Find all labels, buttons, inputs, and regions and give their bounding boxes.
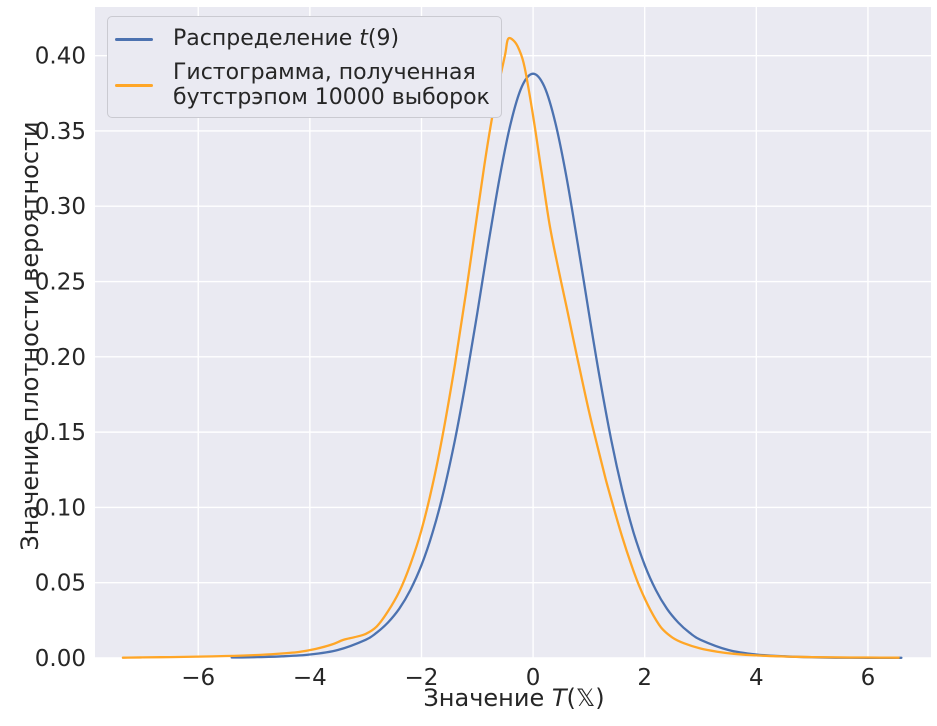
- legend-item-bootstrap-histogram: Гистограмма, полученная бутстрэпом 10000 …: [115, 59, 491, 111]
- legend-label-bootstrap-histogram: Гистограмма, полученная бутстрэпом 10000 …: [173, 59, 490, 110]
- legend-label-t-distribution: Распределение t(9): [173, 26, 400, 52]
- y-tick-label: 0.30: [35, 194, 86, 220]
- bootstrap-line-swatch: [115, 83, 153, 87]
- y-tick-label: 0.15: [35, 420, 86, 446]
- x-tick-label: 2: [637, 665, 652, 691]
- legend: Распределение t(9) Гистограмма, полученн…: [107, 16, 502, 118]
- x-tick-label: 6: [861, 665, 876, 691]
- t-distribution-curve: [230, 72, 903, 659]
- y-tick-label: 0.20: [35, 345, 86, 371]
- t-line-swatch: [115, 37, 153, 41]
- x-axis-label: Значение T(𝕏): [423, 684, 605, 712]
- bootstrap-kde-curve: [121, 36, 900, 659]
- x-tick-label: 0: [526, 665, 541, 691]
- y-tick-label: 0.40: [35, 44, 86, 70]
- x-tick-label: −2: [405, 665, 439, 691]
- x-tick-label: −6: [181, 665, 215, 691]
- y-tick-label: 0.00: [35, 646, 86, 672]
- y-tick-label: 0.25: [35, 270, 86, 296]
- y-axis-label: Значение плотности вероятности: [16, 121, 44, 551]
- legend-item-t-distribution: Распределение t(9): [115, 25, 491, 53]
- y-tick-label: 0.05: [35, 571, 86, 597]
- x-tick-label: −4: [293, 665, 327, 691]
- x-tick-label: 4: [749, 665, 764, 691]
- y-tick-label: 0.35: [35, 119, 86, 145]
- y-tick-label: 0.10: [35, 495, 86, 521]
